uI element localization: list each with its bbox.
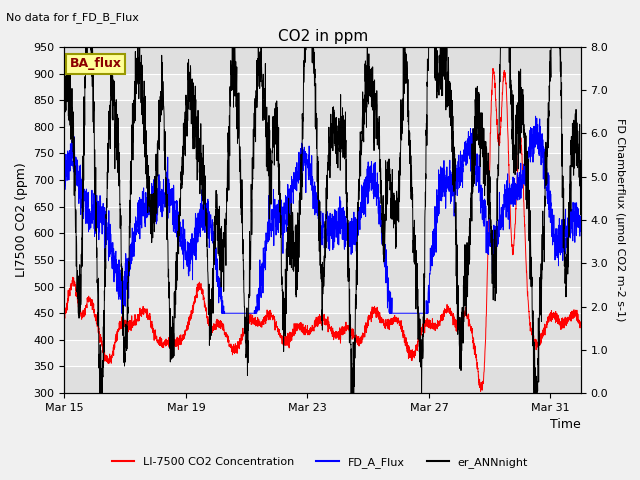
Bar: [65, 154, 581, 180]
Y-axis label: LI7500 CO2 (ppm): LI7500 CO2 (ppm): [15, 163, 28, 277]
Bar: [65, 340, 581, 367]
Legend: LI-7500 CO2 Concentration, FD_A_Flux, er_ANNnight: LI-7500 CO2 Concentration, FD_A_Flux, er…: [108, 452, 532, 472]
Bar: [65, 73, 581, 100]
Bar: [65, 180, 581, 207]
Bar: [65, 100, 581, 127]
Bar: [65, 233, 581, 260]
Bar: [65, 47, 581, 73]
Bar: [65, 367, 581, 393]
Text: No data for f_FD_B_Flux: No data for f_FD_B_Flux: [6, 12, 140, 23]
Text: BA_flux: BA_flux: [70, 57, 122, 71]
Bar: [65, 207, 581, 233]
Bar: [65, 127, 581, 154]
Bar: [65, 260, 581, 287]
Bar: [65, 287, 581, 313]
Bar: [65, 313, 581, 340]
Title: CO2 in ppm: CO2 in ppm: [278, 29, 368, 44]
X-axis label: Time: Time: [550, 419, 581, 432]
Y-axis label: FD Chamberflux (μmol CO2 m-2 s-1): FD Chamberflux (μmol CO2 m-2 s-1): [615, 119, 625, 322]
